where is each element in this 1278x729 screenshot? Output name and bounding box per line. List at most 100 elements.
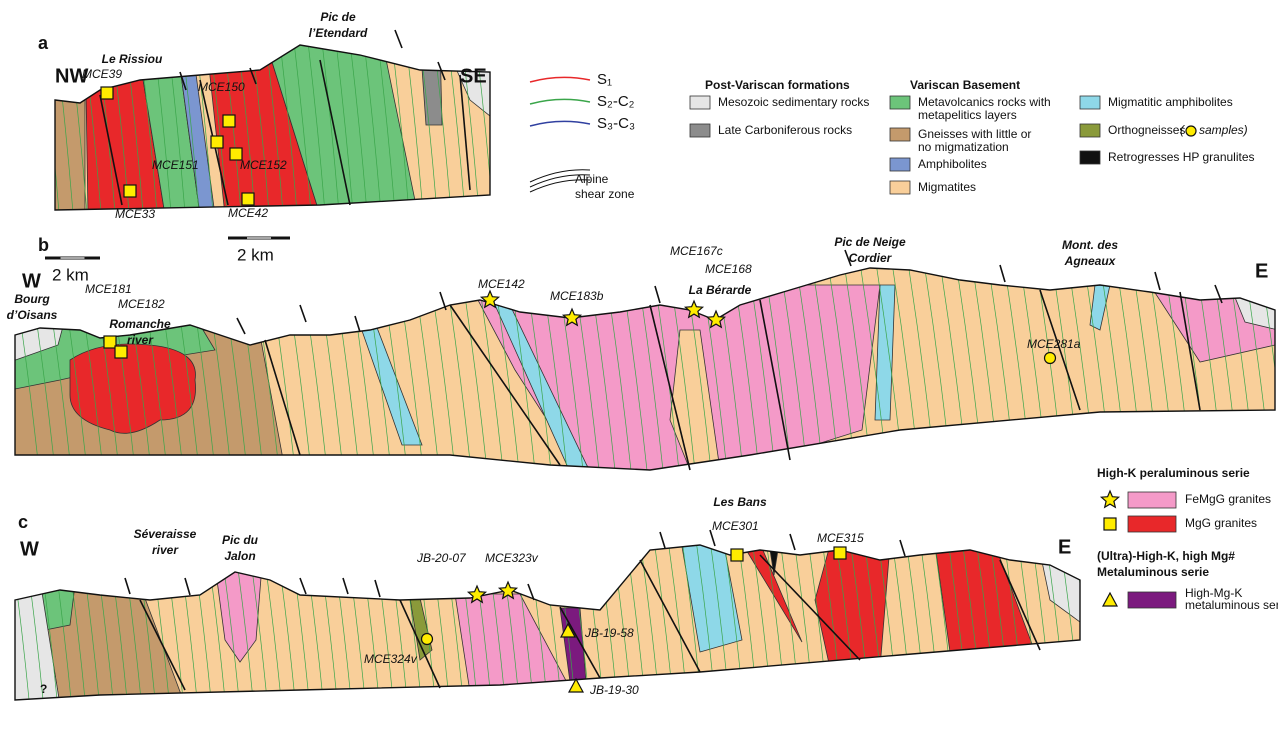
star-marker: [561, 307, 583, 327]
shear-label: Alpine: [575, 172, 609, 186]
sample-label: MCE42: [228, 206, 268, 220]
legend-label: Mesozoic sedimentary rocks: [718, 95, 869, 109]
orientation: E: [1255, 260, 1268, 282]
fault: [559, 606, 601, 679]
place-name: Agneaux: [1064, 254, 1117, 268]
legend-swatch: [889, 157, 911, 172]
place-name: Séveraisse: [134, 527, 197, 541]
legend-swatch: [1079, 150, 1101, 165]
sample-label: MCE152: [240, 158, 287, 172]
legend-label: Migmatitic amphibolites: [1108, 95, 1233, 109]
fault: [1214, 284, 1223, 304]
fault: [527, 583, 535, 601]
fault: [249, 67, 257, 85]
place-name: Le Rissiou: [102, 52, 163, 66]
legend-swatch: [889, 127, 911, 142]
section-outline: [14, 267, 1276, 471]
square-marker: [1103, 517, 1117, 531]
scale-label: 2 km: [52, 265, 89, 284]
legend-swatch: [889, 180, 911, 195]
legend-swatch: [1127, 515, 1177, 533]
fault: [184, 577, 191, 596]
circle-marker: [1043, 351, 1057, 365]
structure-line: [529, 120, 591, 127]
circle-marker: [1185, 125, 1197, 137]
sample-label: MCE323v: [485, 551, 539, 565]
sample-label: MCE182: [118, 297, 165, 311]
sample-label: JB-19-30: [589, 683, 639, 697]
sample-label: MCE168: [705, 262, 752, 276]
place-name: Pic du: [222, 533, 259, 547]
fault: [124, 577, 131, 595]
rock-body: [261, 45, 419, 210]
legend-header: High-K peraluminous serie: [1097, 466, 1250, 480]
fault: [759, 299, 791, 461]
star-marker: [466, 584, 488, 604]
star-marker: [683, 299, 705, 319]
legend-header: Metaluminous serie: [1097, 565, 1209, 579]
legend-swatch: [689, 123, 711, 138]
fault: [899, 539, 906, 557]
legend-label: Orthogneisses: [1108, 123, 1185, 137]
rock-body: [69, 343, 196, 434]
shear-symbol: [529, 179, 591, 193]
cross-section: [15, 545, 1080, 700]
sample-label: JB-19-58: [584, 626, 634, 640]
place-name: d’Oisans: [7, 308, 58, 322]
place-name: l’Etendard: [309, 26, 368, 40]
fault: [99, 94, 123, 206]
square-marker: [241, 192, 255, 206]
fault: [299, 304, 307, 323]
legend-label: metaluminous series: [1185, 598, 1278, 612]
legend-label: Late Carboniferous rocks: [718, 123, 852, 137]
foliation: [15, 545, 31, 700]
foliation: [305, 45, 327, 210]
triangle-marker: [1101, 591, 1119, 607]
sample-label: MCE324v: [364, 652, 418, 666]
legend-swatch: [689, 95, 711, 110]
sample-label: MCE281a: [1027, 337, 1081, 351]
fault: [709, 529, 716, 547]
star-marker: [1099, 489, 1121, 509]
fault: [139, 599, 186, 691]
sample-label: MCE39: [82, 67, 122, 81]
fault: [459, 74, 471, 191]
panel-label: b: [38, 235, 49, 255]
shear-label: shear zone: [575, 187, 635, 201]
legend-label: no migmatization: [918, 140, 1009, 154]
square-marker: [229, 147, 243, 161]
place-name: La Bérarde: [689, 283, 752, 297]
place-name: Jalon: [224, 549, 255, 563]
shear-symbol: [529, 169, 591, 183]
place-name: Pic de Neige: [834, 235, 906, 249]
foliation: [291, 45, 313, 210]
square-marker: [222, 114, 236, 128]
legend-label: metapelitics layers: [918, 108, 1017, 122]
circle-marker: [420, 632, 434, 646]
rock-body: [814, 545, 891, 669]
place-name: river: [127, 333, 154, 347]
square-marker: [833, 546, 847, 560]
sample-label: MCE151: [152, 158, 199, 172]
sample-label: MCE183b: [550, 289, 604, 303]
unknown: ?: [40, 682, 47, 696]
orientation: W: [20, 538, 39, 560]
structure-label: S₁: [597, 71, 612, 88]
fault: [759, 554, 861, 661]
legend-swatch: [1127, 591, 1177, 609]
legend-label: MgG granites: [1185, 516, 1257, 530]
sample-label: MCE301: [712, 519, 759, 533]
fault: [789, 533, 796, 551]
place-name: Cordier: [849, 251, 893, 265]
star-marker: [479, 289, 501, 309]
fault: [354, 315, 361, 333]
foliation: [487, 45, 490, 210]
fault: [999, 559, 1041, 651]
legend-label: High-Mg-K: [1185, 586, 1242, 600]
fault: [659, 531, 666, 549]
fault: [1154, 271, 1161, 291]
place-name: Les Bans: [713, 495, 767, 509]
orientation: SE: [460, 65, 487, 87]
legend-header: Post-Variscan formations: [705, 78, 850, 92]
